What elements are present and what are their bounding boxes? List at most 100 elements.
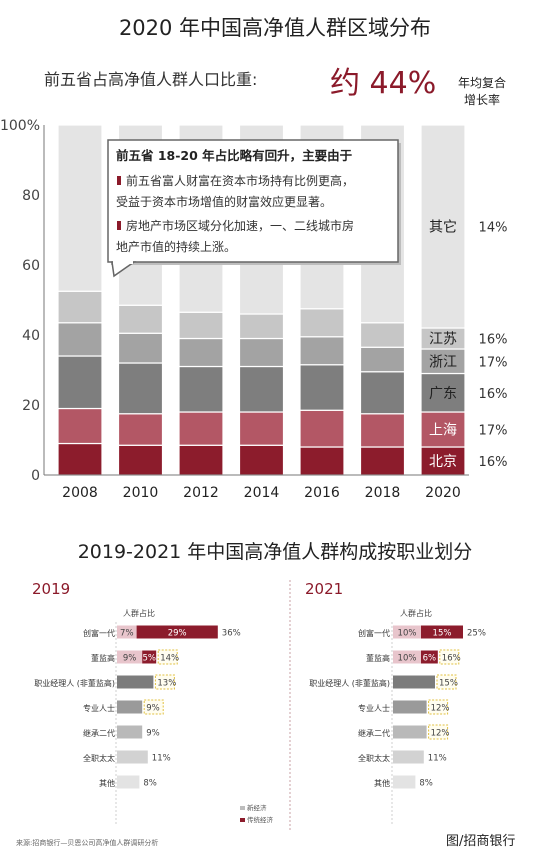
bar-segment-广东 <box>299 364 345 411</box>
value-highlight-box <box>439 649 460 665</box>
bar-traditional-economy-label: 5% <box>142 654 156 664</box>
bar-new-economy <box>117 650 143 664</box>
bar-segment-上海 <box>178 411 224 446</box>
bar-segment-北京 <box>117 444 164 476</box>
bar-segment-浙江 <box>299 336 345 366</box>
bar-segment-北京 <box>238 444 285 476</box>
bar-new-economy-label: 10% <box>398 629 417 639</box>
value-label: 11% <box>152 754 171 764</box>
panel-header: 人群占比 <box>400 608 432 618</box>
cagr-value-北京: 16% <box>479 455 508 470</box>
bar-segment-上海 <box>420 411 466 448</box>
value-label: 15% <box>439 679 458 689</box>
bar-traditional-economy <box>142 650 157 664</box>
callout-box <box>107 139 399 263</box>
panel-header: 人群占比 <box>123 608 155 618</box>
bar-total <box>117 675 154 689</box>
value-label: 25% <box>467 629 486 639</box>
regional-stacked-bar-chart: 0 20 40 60 80 100% 2008 2010 2012 2014 2016 2018 北京 1… <box>0 118 508 501</box>
bar-traditional-economy-label: 29% <box>168 629 187 639</box>
x-tick-label: 2016 <box>304 485 340 501</box>
bar-segment-浙江 <box>117 332 164 364</box>
callout-bullet2-line2: 地产市值的持续上涨。 <box>116 239 236 254</box>
value-label: 9% <box>146 729 160 739</box>
bar-total <box>117 775 140 789</box>
bar-segment-浙江 <box>420 348 466 375</box>
bar-segment-江苏 <box>299 308 345 338</box>
bar-segment-浙江 <box>178 337 224 368</box>
source-footnote: 来源:招商银行—贝恩公司高净值人群调研分析 <box>16 839 159 847</box>
bar-segment-其它 <box>57 124 103 292</box>
bar-segment-上海 <box>57 407 103 445</box>
bar-traditional-economy-label: 6% <box>423 654 437 664</box>
legend-label-new-economy: 新经济 <box>247 803 267 812</box>
bar-segment-上海 <box>117 413 164 446</box>
value-label: 16% <box>442 654 461 664</box>
headline-label: 前五省占高净值人群人口比重: <box>44 70 258 89</box>
y-tick-label: 80 <box>22 188 40 204</box>
bar-total <box>393 775 416 789</box>
x-tick-label: 2008 <box>62 485 98 501</box>
callout-pointer-join <box>113 261 133 264</box>
value-highlight-box <box>428 699 449 715</box>
value-highlight-box <box>157 649 178 665</box>
value-label: 36% <box>222 629 241 639</box>
legend-swatch-traditional-economy <box>240 818 245 822</box>
bar-segment-江苏 <box>57 290 103 324</box>
bar-segment-北京 <box>57 442 103 476</box>
panel-year: 2019 <box>32 580 70 598</box>
bar-traditional-economy-label: 15% <box>433 629 452 639</box>
bar-segment-其它 <box>420 124 466 329</box>
chart-title-regional: 2020 年中国高净值人群区域分布 <box>118 16 432 40</box>
bar-segment-江苏 <box>359 322 406 348</box>
bar-traditional-economy <box>421 650 438 664</box>
bar-segment-广东 <box>238 365 285 413</box>
y-tick-label: 20 <box>22 398 40 414</box>
category-label: 其他 <box>99 778 115 788</box>
value-highlight-box <box>154 674 175 690</box>
cagr-value-其它: 14% <box>479 221 508 236</box>
category-label: 职业经理人 (非董监高) <box>309 678 390 688</box>
panel-year: 2021 <box>305 580 343 598</box>
x-tick-label: 2012 <box>183 485 219 501</box>
value-highlight-box <box>143 699 164 715</box>
bar-traditional-economy <box>421 625 463 639</box>
bar-total <box>393 750 424 764</box>
category-label: 继承二代 <box>358 728 390 738</box>
category-label: 职业经理人 (非董监高) <box>34 678 115 688</box>
category-label: 全职太太 <box>83 753 115 763</box>
bar-total <box>393 725 427 739</box>
bar-segment-北京 <box>178 444 224 476</box>
category-label: 继承二代 <box>83 728 115 738</box>
cagr-label-line1: 年均复合 <box>458 76 507 90</box>
bar-segment-北京 <box>420 446 466 476</box>
bar-segment-广东 <box>117 362 164 415</box>
category-label: 创富一代 <box>83 628 115 638</box>
bar-segment-江苏 <box>117 304 164 334</box>
cagr-value-江苏: 16% <box>479 333 508 348</box>
callout-bullet1-line2: 受益于资本市场增值的财富效应更显著。 <box>116 194 332 209</box>
callout-bullet2-line1: 房地产市场区域分化加速，一、二线城市房 <box>126 218 354 233</box>
value-label: 12% <box>431 729 450 739</box>
bar-segment-广东 <box>178 365 224 413</box>
value-highlight-box <box>436 674 457 690</box>
y-tick-label: 100% <box>0 118 40 134</box>
cagr-value-上海: 17% <box>479 424 508 439</box>
bar-segment-北京 <box>359 446 406 476</box>
bar-segment-广东 <box>57 355 103 410</box>
bar-segment-浙江 <box>57 322 103 357</box>
bar-new-economy <box>117 625 137 639</box>
series-label-浙江: 浙江 <box>429 354 457 370</box>
category-label: 专业人士 <box>358 703 390 713</box>
x-tick-label: 2020 <box>425 485 461 501</box>
series-label-江苏: 江苏 <box>429 332 457 348</box>
bar-segment-北京 <box>299 446 345 476</box>
callout-title: 前五省 18-20 年占比略有回升，主要由于 <box>116 148 353 163</box>
bar-new-economy <box>393 625 421 639</box>
x-tick-label: 2010 <box>123 485 159 501</box>
value-label: 12% <box>431 704 450 714</box>
x-tick-label: 2018 <box>365 485 401 501</box>
value-label: 9% <box>146 704 160 714</box>
y-tick-label: 60 <box>22 258 40 274</box>
bar-total <box>117 750 148 764</box>
